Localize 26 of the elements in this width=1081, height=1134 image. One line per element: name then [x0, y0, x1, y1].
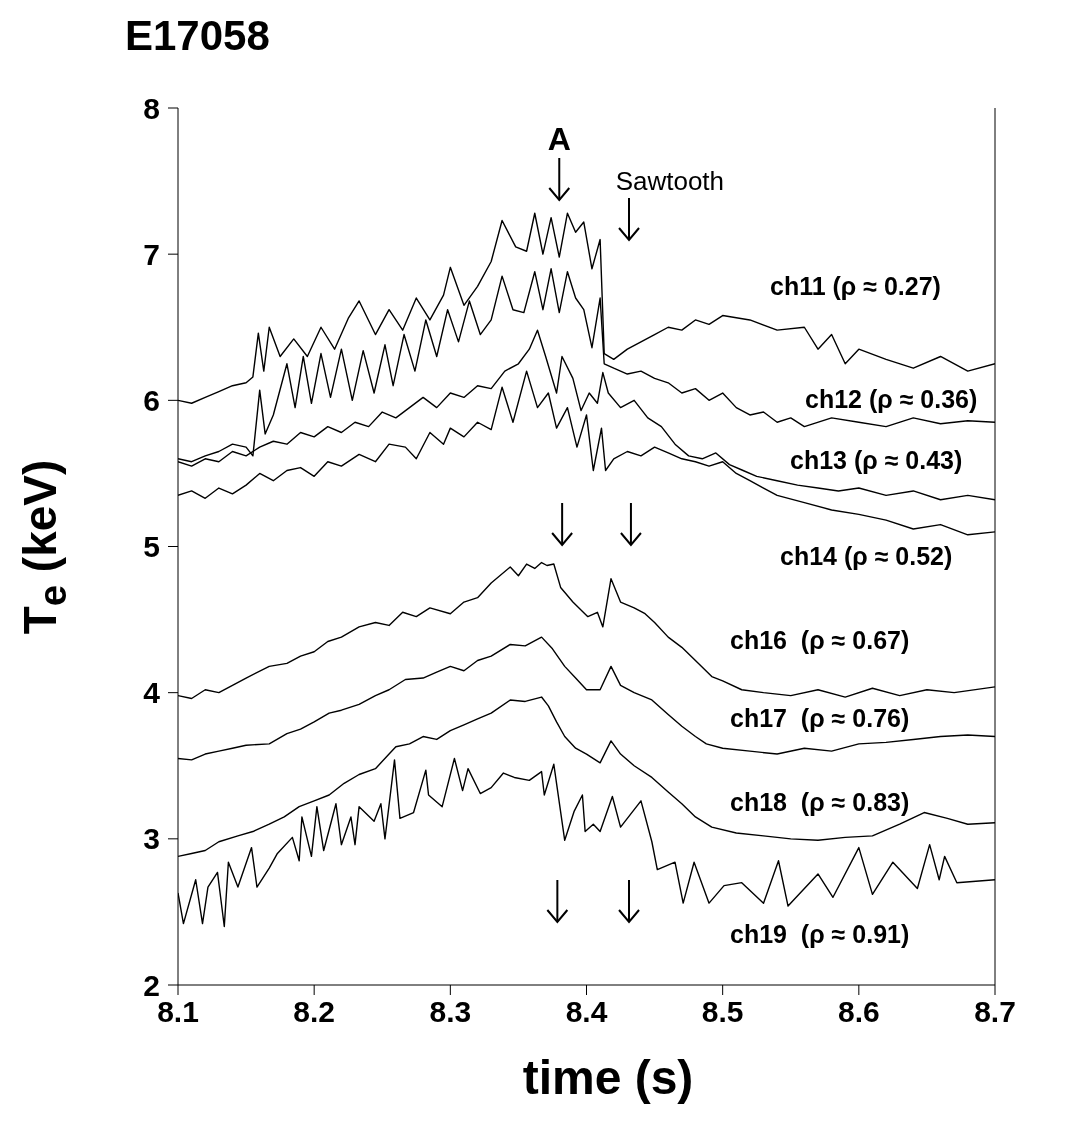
y-tick-label: 5 — [143, 530, 160, 564]
annotation: Sawtooth — [615, 166, 725, 196]
y-tick-label: 3 — [143, 822, 160, 856]
y-tick-label: 7 — [143, 237, 160, 271]
y-tick-label: 4 — [143, 676, 161, 710]
series-label: ch16 (ρ ≈ 0.67) — [730, 626, 910, 655]
y-tick-label: 6 — [143, 383, 160, 417]
x-tick-label: 8.1 — [157, 995, 199, 1029]
x-tick-label: 8.5 — [701, 995, 744, 1029]
series-label: ch14 (ρ ≈ 0.52) — [780, 542, 953, 571]
series-label: ch17 (ρ ≈ 0.76) — [730, 704, 910, 733]
annotation: A — [547, 121, 571, 157]
y-tick-label: 8 — [143, 91, 160, 125]
x-tick-label: 8.6 — [837, 995, 880, 1029]
series-label: ch19 (ρ ≈ 0.91) — [730, 920, 910, 949]
x-tick-label: 8.4 — [565, 995, 608, 1029]
x-tick-label: 8.2 — [293, 995, 336, 1029]
x-tick-label: 8.3 — [429, 995, 472, 1029]
x-tick-label: 8.7 — [974, 995, 1016, 1029]
series-label: ch12 (ρ ≈ 0.36) — [805, 385, 978, 414]
series-label: ch18 (ρ ≈ 0.83) — [730, 788, 910, 817]
x-axis-title: time (s) — [521, 1050, 695, 1105]
series-label: ch11 (ρ ≈ 0.27) — [770, 272, 941, 301]
y-tick-label: 2 — [143, 968, 160, 1002]
series-label: ch13 (ρ ≈ 0.43) — [790, 446, 963, 475]
chart-title: E17058 — [125, 12, 270, 60]
